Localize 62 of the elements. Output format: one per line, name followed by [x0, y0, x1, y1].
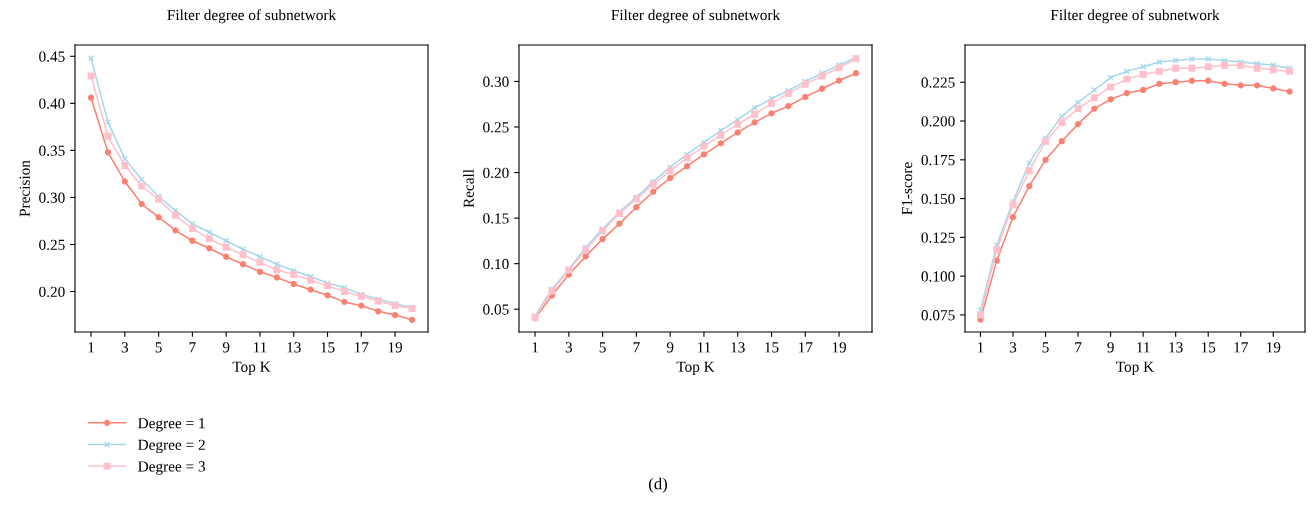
x-tick-label: 15 [1201, 342, 1216, 353]
legend-label: Degree = 2 [138, 439, 205, 454]
y-tick-label: 0.075 [921, 310, 955, 321]
x-axis-title: Top K [1116, 361, 1155, 375]
y-tick-label: 0.175 [921, 154, 955, 166]
x-tick-label: 1 [977, 342, 984, 353]
y-tick-label: 0.225 [921, 77, 955, 88]
y-tick-label: 0.15 [483, 213, 509, 224]
y-tick-label: 0.40 [39, 98, 65, 109]
x-tick-label: 7 [189, 342, 196, 353]
y-tick-label: 0.30 [39, 192, 65, 203]
x-tick-label: 17 [798, 342, 813, 353]
x-axis-title: Top K [676, 361, 715, 375]
x-tick-label: 11 [253, 342, 267, 353]
x-tick-label: 3 [121, 342, 129, 353]
x-tick-label: 7 [1075, 342, 1082, 353]
text: (d) [649, 477, 667, 493]
x-tick-label: 9 [222, 342, 230, 353]
y-tick-label: 0.125 [921, 232, 955, 243]
x-tick-label: 17 [354, 342, 369, 353]
x-tick-label: 13 [1169, 342, 1183, 353]
x-tick-label: 9 [1107, 342, 1114, 353]
y-axis-title: F1-score [902, 162, 913, 215]
y-tick-label: 0.45 [39, 51, 65, 62]
y-tick-label: 0.200 [921, 116, 955, 127]
x-tick-label: 19 [388, 342, 403, 353]
y-tick-label: 0.25 [483, 122, 509, 133]
x-tick-label: 11 [1137, 342, 1150, 353]
y-axis-title: Precision [19, 160, 30, 217]
x-tick-label: 3 [565, 342, 573, 353]
x-tick-label: 19 [1266, 342, 1281, 353]
y-tick-label: 0.35 [39, 145, 65, 156]
y-tick-label: 0.10 [483, 258, 509, 270]
x-tick-label: 3 [1009, 342, 1017, 353]
x-tick-label: 13 [731, 342, 745, 353]
chart-title: Filter degree of subnetwork [167, 9, 337, 24]
x-tick-label: 17 [1234, 342, 1248, 353]
y-tick-label: 0.150 [921, 193, 955, 205]
x-axis-title: Top K [232, 361, 271, 375]
x-tick-label: 9 [666, 342, 674, 353]
y-tick-label: 0.100 [921, 271, 955, 282]
chart-title: Filter degree of subnetwork [611, 9, 781, 24]
x-tick-label: 1 [88, 342, 94, 353]
x-tick-label: 15 [765, 342, 779, 353]
y-tick-label: 0.30 [483, 76, 509, 87]
x-tick-label: 5 [599, 342, 606, 353]
legend-label: Degree = 3 [138, 461, 206, 475]
x-tick-label: 11 [697, 342, 711, 353]
x-tick-label: 1 [532, 342, 538, 353]
y-tick-label: 0.05 [483, 304, 509, 315]
chart-title: Filter degree of subnetwork [1050, 9, 1220, 24]
x-tick-label: 5 [155, 342, 162, 353]
x-tick-label: 5 [1042, 342, 1049, 353]
y-tick-label: 0.25 [39, 239, 65, 251]
y-tick-label: 0.20 [483, 167, 509, 179]
x-tick-label: 15 [321, 342, 335, 353]
legend-label: Degree = 1 [138, 418, 205, 432]
y-axis-title: Recall [463, 169, 474, 208]
y-tick-label: 0.20 [39, 286, 65, 298]
x-tick-label: 19 [832, 342, 847, 353]
x-tick-label: 13 [287, 342, 301, 353]
x-tick-label: 7 [633, 342, 640, 353]
